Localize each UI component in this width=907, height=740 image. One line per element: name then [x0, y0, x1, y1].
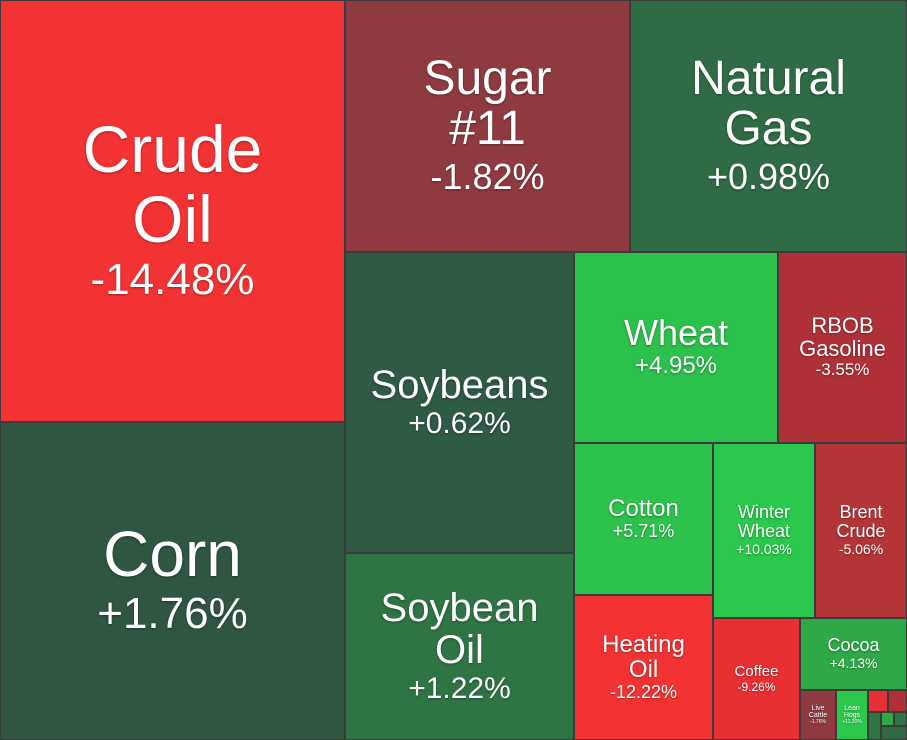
tile-value: -14.48%	[90, 254, 255, 304]
tile: Brent Crude -5.06%	[815, 443, 907, 618]
tile-name: Cotton	[608, 494, 679, 522]
tile: Heating Oil -12.22%	[574, 595, 713, 740]
minor-tile	[868, 712, 881, 740]
tile-name: Brent Crude	[836, 502, 886, 542]
tile-name: Corn	[103, 518, 242, 590]
tile-name: Cocoa	[827, 635, 880, 656]
tile: Coffee -9.26%	[713, 618, 800, 740]
tile-value: +11.20%	[842, 719, 862, 726]
tile-name: Coffee	[734, 662, 779, 680]
tile-value: -1.82%	[430, 155, 545, 197]
tile-name: Soybean Oil	[380, 585, 539, 672]
tile-name: Crude Oil	[82, 112, 263, 256]
tile: Lean Hogs +11.20%	[836, 690, 868, 740]
tile: Corn +1.76%	[0, 422, 345, 740]
tile-value: -12.22%	[609, 681, 678, 702]
tile-name: Natural Gas	[691, 52, 846, 156]
tile-value: +4.95%	[634, 352, 718, 379]
tile: Wheat +4.95%	[574, 252, 778, 443]
tile-name: Heating Oil	[602, 630, 685, 683]
tile-value: -9.26%	[737, 679, 776, 694]
minor-tile	[888, 690, 907, 712]
tile: Soybean Oil +1.22%	[345, 553, 574, 740]
tile: Live Cattle -1.76%	[800, 690, 836, 740]
tile-name: Sugar #11	[423, 52, 552, 156]
tile-value: +0.62%	[408, 406, 511, 440]
tile-value: -1.76%	[810, 719, 826, 726]
tile-value: +4.13%	[829, 655, 878, 672]
tile: RBOB Gasoline -3.55%	[778, 252, 907, 443]
tile: Cocoa +4.13%	[800, 618, 907, 690]
minor-tile	[881, 726, 907, 740]
tile-value: +5.71%	[612, 520, 675, 541]
tile-name: Wheat	[623, 312, 729, 354]
tile: Sugar #11 -1.82%	[345, 0, 630, 252]
minor-tile	[894, 712, 907, 726]
tile-value: +1.76%	[97, 589, 248, 639]
tile-value: +0.98%	[706, 155, 831, 197]
tile: Soybeans +0.62%	[345, 252, 574, 553]
tile-value: -5.06%	[838, 540, 884, 557]
tile-value: +1.22%	[408, 671, 511, 705]
tile: Crude Oil -14.48%	[0, 0, 345, 422]
tile-value: +10.03%	[736, 540, 792, 557]
tile-name: Winter Wheat	[737, 502, 791, 542]
minor-tile	[868, 690, 888, 712]
tile-name: Live Cattle	[808, 704, 828, 719]
tile: Natural Gas +0.98%	[630, 0, 907, 252]
tile-name: RBOB Gasoline	[799, 313, 886, 362]
minor-tile	[881, 712, 894, 726]
tile-name: Lean Hogs	[843, 704, 861, 719]
tile-value: -3.55%	[815, 360, 870, 380]
tile: Cotton +5.71%	[574, 443, 713, 595]
tile-name: Soybeans	[370, 362, 549, 407]
tile: Winter Wheat +10.03%	[713, 443, 815, 618]
